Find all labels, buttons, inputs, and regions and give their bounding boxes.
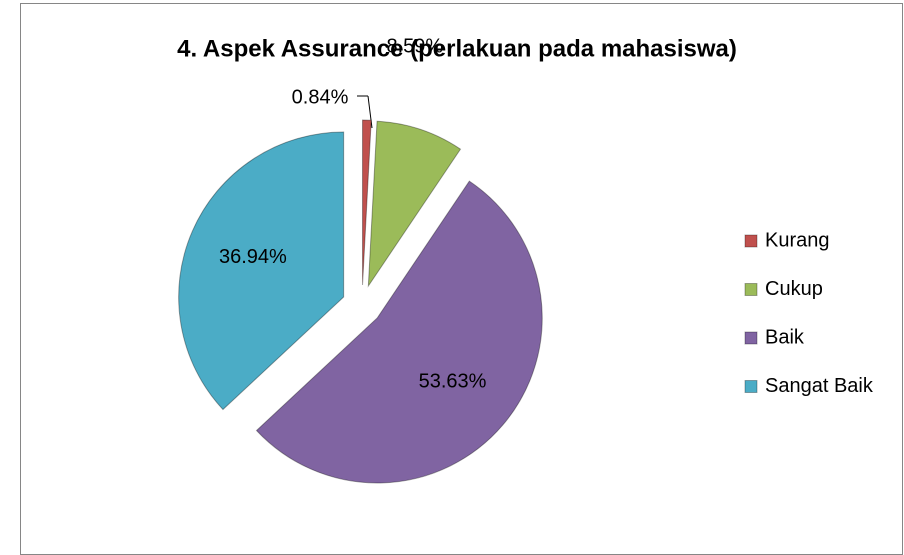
data-label: 53.63% [419, 371, 487, 393]
legend-label: Cukup [765, 278, 823, 300]
pie-slice [362, 119, 372, 286]
pie-slice [367, 120, 462, 288]
legend-swatch [744, 380, 758, 393]
legend-swatch [744, 234, 758, 248]
legend-swatch [744, 331, 758, 345]
data-label: 8.59% [386, 35, 443, 57]
legend-swatch [744, 283, 758, 296]
data-label: 36.94% [219, 246, 287, 268]
pie-slice [178, 131, 345, 411]
legend-label: Sangat Baik [765, 375, 874, 397]
legend-label: Baik [765, 326, 805, 348]
chart-title: 4. Aspek Assurance (perlakuan pada mahas… [177, 35, 737, 62]
leader-line [367, 95, 373, 129]
pie-slice [255, 180, 543, 484]
data-label: 0.84% [292, 86, 349, 108]
legend-label: Kurang [765, 229, 830, 251]
